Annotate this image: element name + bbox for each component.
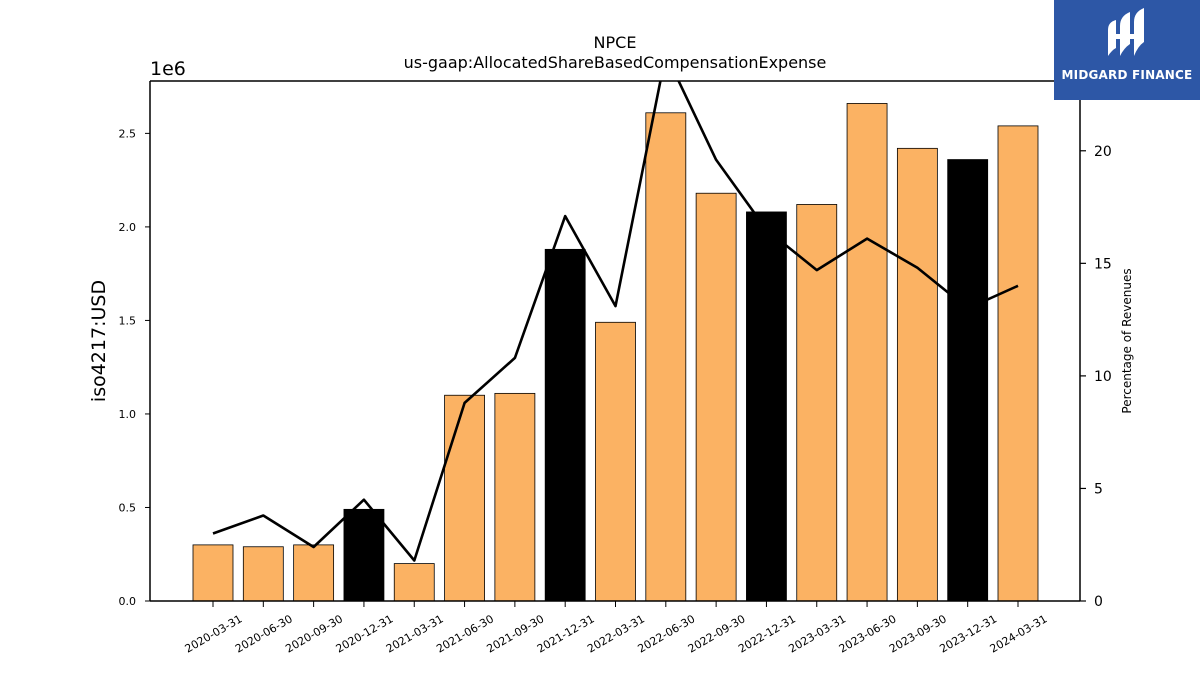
bar-2020-09-30 [293,544,335,602]
y-tick-label: 0.0 [119,595,137,608]
bar-2020-03-31 [192,544,234,602]
y2-tick-label: 0 [1094,594,1103,610]
line-percentage-of-revenues [212,81,1019,562]
bar-2023-09-30 [896,147,938,602]
bar-2022-06-30 [645,112,687,602]
y-tick-label: 1.5 [119,314,137,327]
y2-tick-label: 10 [1094,369,1112,385]
bar-2021-03-31 [393,563,435,602]
x-tick-label: 2024-03-31 [988,612,1050,655]
midgard-logo-icon [1108,8,1144,56]
y2-tick-label: 15 [1094,256,1112,272]
bar-2023-12-31 [947,159,989,602]
bar-2020-06-30 [242,546,284,602]
bar-2021-09-30 [494,392,536,602]
bar-2021-06-30 [444,394,485,602]
y2-tick-label: 20 [1094,144,1112,160]
bar-2021-12-31 [544,248,586,602]
bar-2022-09-30 [695,192,737,602]
bar-2020-12-31 [343,508,385,602]
y-axis-offset-label: 1e6 [150,58,186,80]
chart-title: NPCE [594,33,637,52]
bar-2023-06-30 [846,103,888,602]
bar-2022-03-31 [595,321,636,602]
bar-2022-12-31 [746,211,787,602]
y2-tick-label: 5 [1094,481,1103,497]
y2-axis-label: Percentage of Revenues [1120,268,1134,413]
y-tick-label: 2.0 [119,221,137,234]
y-tick-label: 2.5 [119,127,137,140]
bar-2023-03-31 [796,204,838,602]
y-tick-label: 0.5 [119,501,137,514]
logo-text: MIDGARD FINANCE [1061,68,1193,82]
midgard-finance-logo: MIDGARD FINANCE [1054,0,1200,100]
y-tick-label: 1.0 [119,408,137,421]
y-axis-label: iso4217:USD [88,280,110,402]
chart-subtitle: us-gaap:AllocatedShareBasedCompensationE… [404,53,827,72]
bar-2024-03-31 [997,125,1039,602]
